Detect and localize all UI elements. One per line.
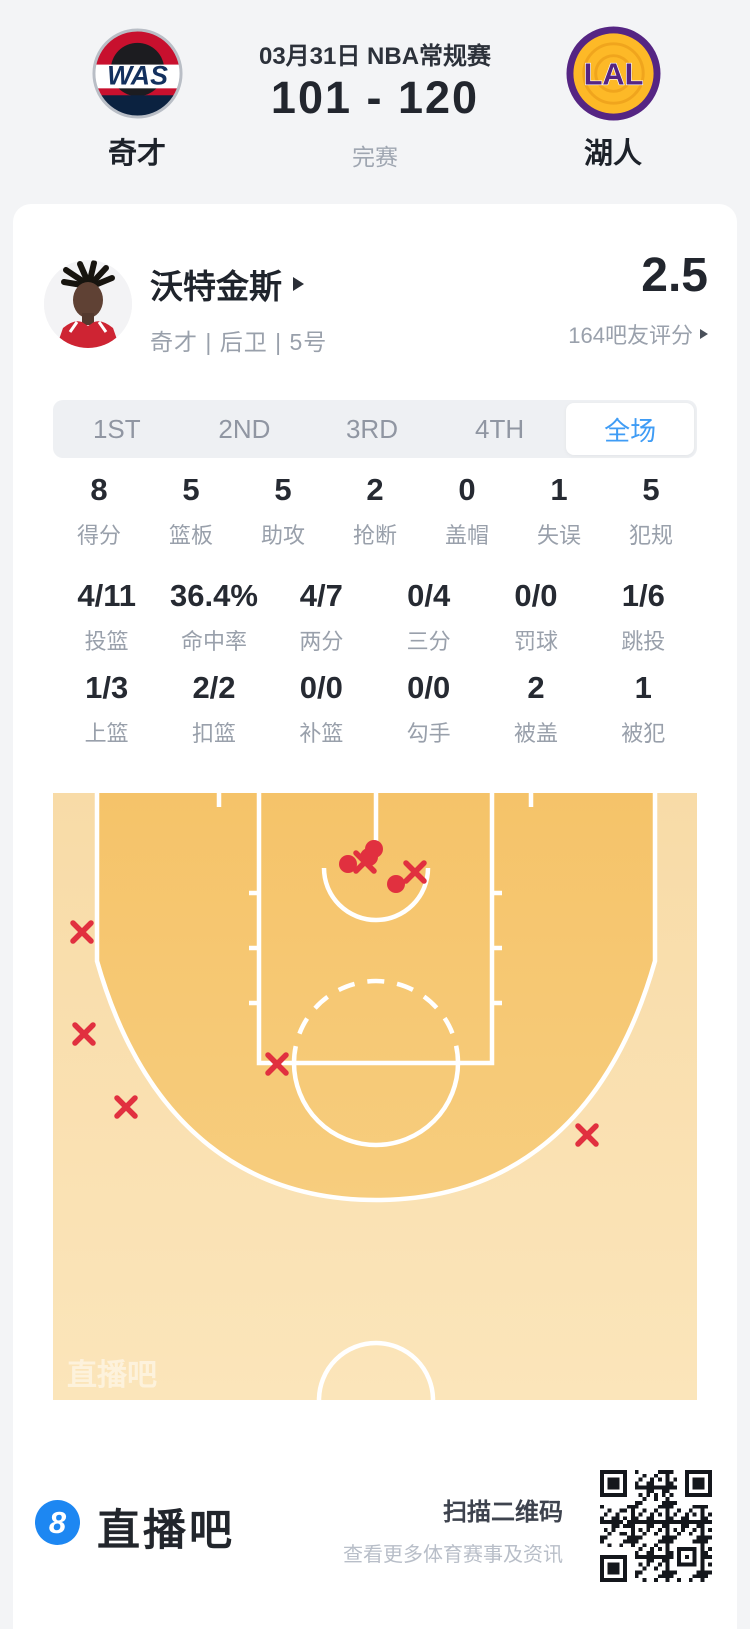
baseline-marks (216, 793, 534, 807)
missed-shot-marker (265, 1052, 289, 1076)
tab-3rd[interactable]: 3RD (345, 413, 398, 444)
player-photo (44, 260, 132, 348)
footer-scan-block: 扫描二维码 查看更多体育赛事及资讯 (343, 1492, 563, 1567)
stat-fouls: 5 犯规 (628, 472, 673, 548)
logo-8-glyph: 8 (48, 1504, 67, 1540)
stat-points: 8 得分 (76, 472, 121, 548)
scan-title: 扫描二维码 (443, 1499, 563, 1526)
stat-fouled: 1 被犯 (621, 670, 666, 746)
wizards-logo-icon: WAS (91, 28, 183, 119)
free-throw-circle-solid (291, 1062, 461, 1148)
fan-rating-link[interactable]: 164吧友评分 (568, 318, 708, 350)
stat-ft: 0/0 罚球 (513, 578, 558, 654)
stats-row-basic: 8 得分 5 篮板 5 助攻 2 抢断 0 盖帽 1 失误 5 犯规 (53, 472, 697, 550)
paint-lane-lines (256, 793, 495, 1066)
missed-shot-marker (403, 860, 427, 884)
missed-shot-marker (72, 1022, 96, 1046)
player-name: 沃特金斯 (150, 268, 282, 305)
svg-text:LAL: LAL (583, 57, 643, 91)
tab-full-game[interactable]: 全场 (566, 403, 694, 455)
restricted-area-arc (321, 867, 431, 923)
stat-jumpshot: 1/6 跳投 (621, 578, 666, 654)
tab-1st[interactable]: 1ST (92, 413, 141, 444)
stat-turnovers: 1 失误 (536, 472, 581, 548)
player-avatar[interactable] (44, 260, 132, 348)
stat-dunk: 2/2 扣篮 (191, 670, 236, 746)
stat-fg-pct: 36.4% 命中率 (170, 578, 258, 654)
qr-modules (600, 1470, 712, 1582)
lane-hash-marks (249, 890, 502, 1006)
home-team-name: 奇才 (107, 138, 166, 170)
stat-fg: 4/11 投篮 (77, 578, 136, 654)
stat-layup: 1/3 上篮 (84, 670, 129, 746)
player-detail-arrow-icon (293, 277, 304, 291)
free-throw-circle-dashed (291, 978, 461, 1064)
qr-code (599, 1470, 713, 1582)
stat-2pt: 4/7 两分 (299, 578, 344, 654)
shot-chart-svg: 直播吧 (53, 793, 697, 1401)
center-circle-arc (316, 1340, 436, 1401)
made-shot-marker (387, 875, 405, 893)
missed-shot-marker (575, 1123, 599, 1147)
game-status: 完赛 (352, 144, 398, 170)
court-watermark: 直播吧 (67, 1359, 157, 1392)
qr-code-svg (600, 1470, 712, 1582)
svg-text:WAS: WAS (107, 60, 168, 90)
missed-shot-marker (70, 920, 94, 944)
scan-subtitle: 查看更多体育赛事及资讯 (343, 1544, 563, 1566)
tab-4th[interactable]: 4TH (475, 413, 525, 444)
stat-blocks: 0 盖帽 (444, 472, 489, 548)
stats-row-shooting: 4/11 投篮 36.4% 命中率 4/7 两分 0/4 三分 0/0 罚球 1/6 跳投 (53, 578, 697, 656)
player-rating: 2.5 (641, 249, 708, 302)
stat-steals: 2 抢断 (352, 472, 397, 548)
footer-brand: 直播吧 (97, 1507, 235, 1555)
court-lines (94, 793, 658, 1401)
player-meta: 奇才 | 后卫 | 5号 (150, 329, 328, 355)
made-shot-marker (339, 855, 357, 873)
missed-shot-marker (114, 1095, 138, 1119)
three-point-line (94, 793, 658, 1203)
stat-hook: 0/0 勾手 (406, 670, 451, 746)
stat-assists: 5 助攻 (260, 472, 305, 548)
tab-2nd[interactable]: 2ND (218, 413, 271, 444)
zhibo8-logo-icon[interactable]: 8 (35, 1500, 80, 1545)
player-stats-card: 沃特金斯 奇才 | 后卫 | 5号 2.5 164吧友评分 1ST 2ND 3R… (13, 204, 737, 1629)
stat-tipin: 0/0 补篮 (299, 670, 344, 746)
fan-rating-label: 164吧友评分 (568, 323, 693, 348)
lakers-logo-icon: LAL (565, 26, 661, 121)
shot-chart: 直播吧 (53, 793, 697, 1401)
stat-3pt: 0/4 三分 (406, 578, 451, 654)
stat-rebounds: 5 篮板 (168, 472, 213, 548)
game-date-label: 03月31日 NBA常规赛 (258, 43, 492, 70)
court-two-point-area (97, 793, 655, 1200)
fan-rating-arrow-icon (700, 329, 708, 339)
away-team[interactable]: LAL 湖人 (558, 26, 668, 172)
quarter-tabs: 1ST 2ND 3RD 4TH 全场 (53, 400, 697, 458)
missed-shot-marker (353, 850, 377, 874)
home-team[interactable]: WAS 奇才 (82, 26, 192, 172)
away-team-name: 湖人 (583, 138, 642, 170)
player-name-row[interactable]: 沃特金斯 (150, 260, 304, 308)
game-score: 101 - 120 (270, 72, 480, 123)
stat-blocked: 2 被盖 (513, 670, 558, 746)
shot-markers (70, 840, 599, 1147)
stats-row-detail: 1/3 上篮 2/2 扣篮 0/0 补篮 0/0 勾手 2 被盖 1 被犯 (53, 670, 697, 748)
